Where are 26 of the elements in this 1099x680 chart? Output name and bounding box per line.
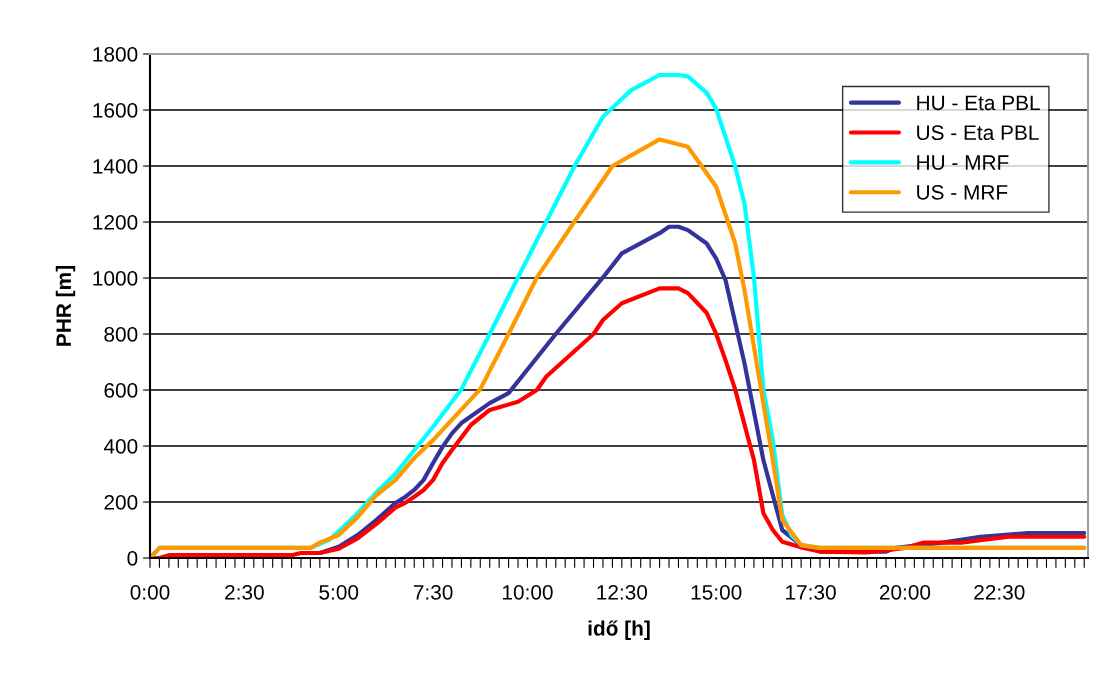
- y-tick-label: 1800: [93, 47, 138, 62]
- y-tick-label: 1200: [93, 215, 138, 230]
- y-tick-label: 200: [104, 495, 138, 510]
- y-tick-label: 400: [103, 439, 138, 454]
- x-tick-label: 10:00: [502, 584, 553, 600]
- y-axis-title: PHR [m]: [55, 266, 76, 346]
- x-tick-label: 17:30: [786, 584, 836, 600]
- y-tick-label: 1000: [93, 271, 138, 286]
- x-tick-label: 20:00: [879, 584, 931, 600]
- legend-label: HU - MRF: [917, 155, 1009, 170]
- legend-label: HU - Eta PBL: [917, 95, 1040, 111]
- x-tick-label: 15:00: [691, 584, 742, 600]
- y-tick-label: 1600: [93, 103, 138, 118]
- x-tick-label: 22:30: [974, 584, 1025, 600]
- x-axis-title: idő [h]: [588, 620, 650, 640]
- x-tick-label: 5:00: [319, 584, 359, 600]
- x-tick-label: 2:30: [225, 584, 264, 600]
- y-tick-label: 600: [104, 383, 138, 398]
- legend-label: US - Eta PBL: [917, 125, 1039, 141]
- x-tick-label: 12:30: [597, 584, 648, 600]
- x-tick-label: 7:30: [413, 584, 453, 600]
- legend-label: US - MRF: [917, 184, 1008, 200]
- x-tick-label: 0:00: [130, 584, 170, 600]
- y-tick-label: 0: [127, 551, 138, 566]
- y-tick-label: 800: [104, 327, 138, 342]
- y-tick-label: 1400: [93, 159, 138, 174]
